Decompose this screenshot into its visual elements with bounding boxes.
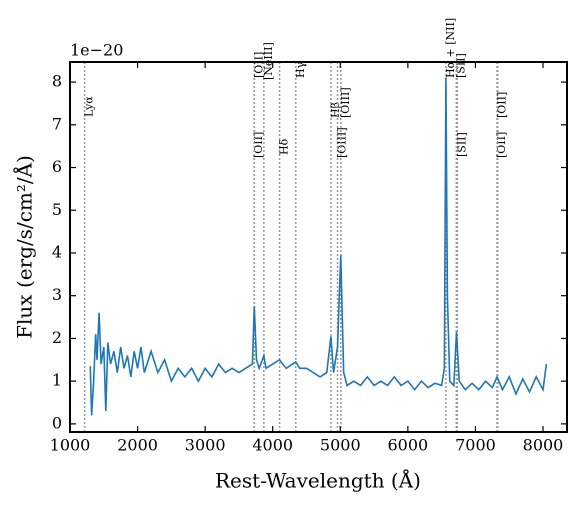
- y-tick-label: 2: [52, 328, 62, 347]
- line-label: [OII]: [252, 52, 265, 78]
- line-label: Lyα: [83, 96, 96, 117]
- x-tick-label: 2000: [117, 436, 158, 455]
- y-tick-label: 6: [52, 157, 62, 176]
- y-tick-label: 3: [52, 285, 62, 304]
- y-axis-label: Flux (erg/s/cm²/Å): [12, 155, 37, 339]
- spectrum-line: [89, 77, 548, 416]
- line-label: [OIII]: [336, 127, 349, 158]
- y-tick-label: 0: [52, 413, 62, 432]
- y-tick-label: 7: [52, 114, 62, 133]
- line-label: [OII]: [496, 92, 509, 118]
- x-tick-label: 8000: [523, 436, 564, 455]
- line-label: [OII]: [252, 132, 265, 158]
- y-tick-label: 4: [52, 242, 62, 261]
- line-label: Hδ: [278, 138, 291, 155]
- y-tick-label: 5: [52, 200, 62, 219]
- x-tick-label: 3000: [185, 436, 226, 455]
- x-tick-label: 1000: [50, 436, 91, 455]
- line-label: Hβ: [329, 102, 342, 118]
- x-tick-label: 6000: [388, 436, 429, 455]
- line-label: [SII]: [455, 132, 468, 157]
- offset-text: 1e−20: [70, 41, 123, 60]
- line-label: Hγ: [294, 61, 307, 78]
- line-label: [OIII]: [339, 87, 352, 118]
- y-tick-label: 8: [52, 72, 62, 91]
- y-tick-label: 1: [52, 371, 62, 390]
- line-label: [SII]: [454, 53, 467, 78]
- x-axis-label: Rest-Wavelength (Å): [215, 468, 421, 493]
- x-tick-label: 7000: [455, 436, 496, 455]
- plot-frame: [69, 61, 568, 433]
- x-tick-label: 4000: [252, 436, 293, 455]
- x-tick-label: 5000: [320, 436, 361, 455]
